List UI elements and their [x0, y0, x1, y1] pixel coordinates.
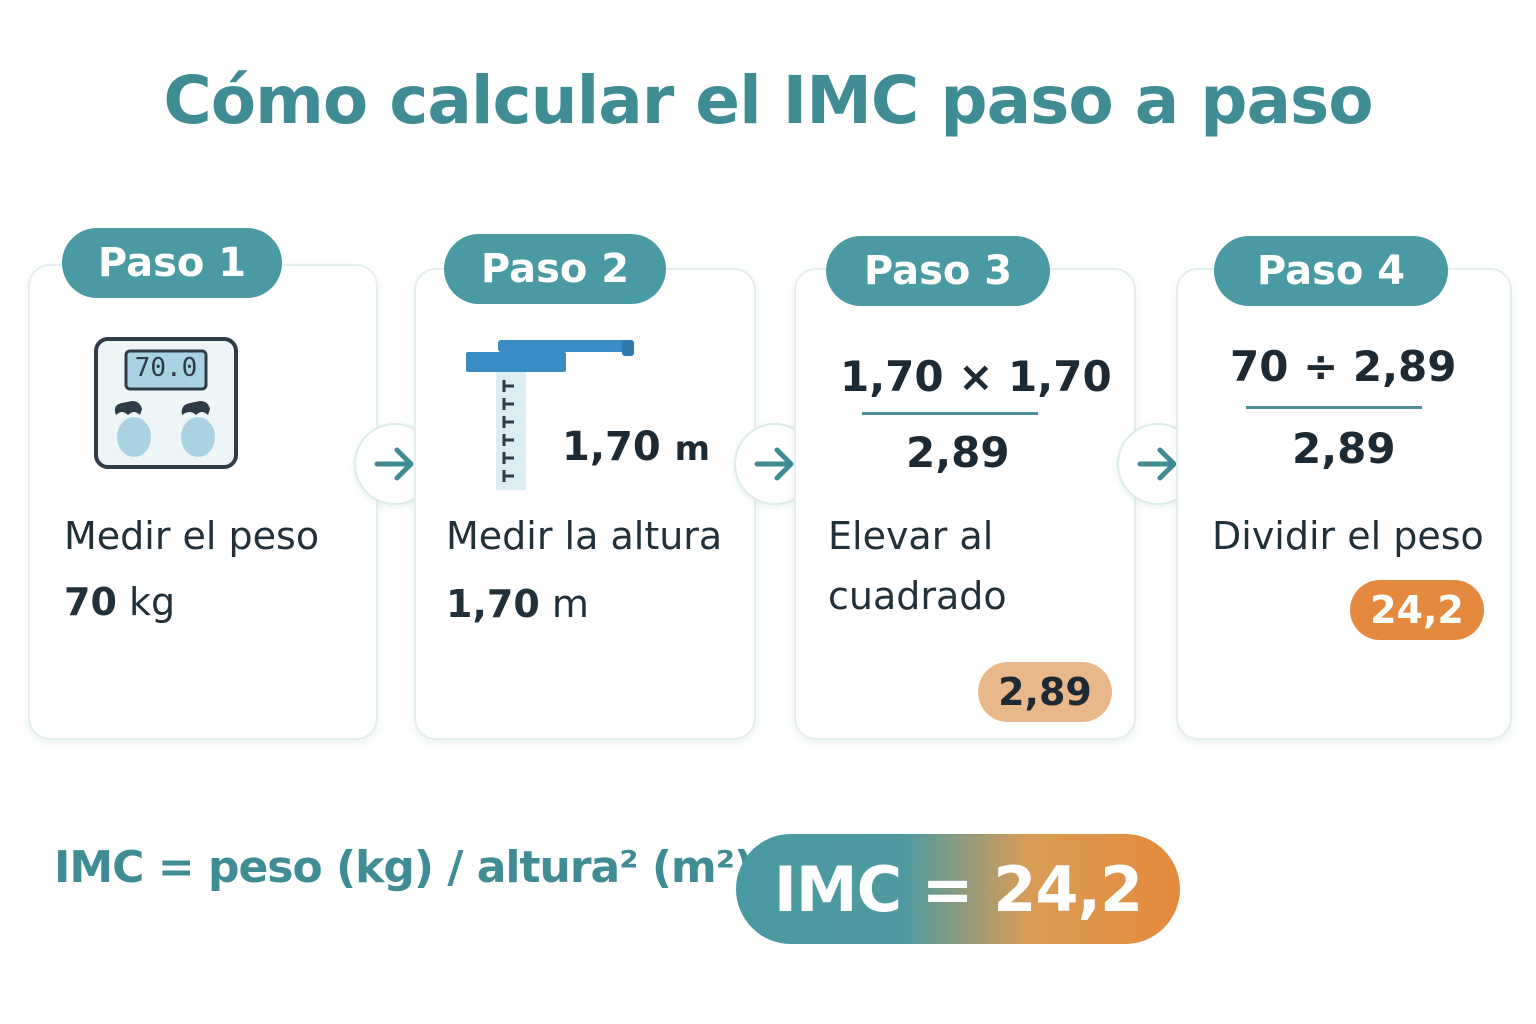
height-rod-reading: 1,70 m	[562, 424, 710, 470]
step-4-pill: Paso 4	[1214, 236, 1448, 306]
bmi-result-badge: IMC = 24,2	[736, 834, 1180, 944]
step-3-card	[794, 268, 1136, 740]
step-1-value-number: 70	[64, 580, 117, 624]
step-1-value: 70 kg	[64, 580, 175, 624]
step-1-value-unit: kg	[128, 580, 176, 624]
step-3-label-line1: Elevar al	[828, 514, 994, 558]
bmi-formula: IMC = peso (kg) / altura² (m²)	[54, 842, 754, 893]
step-4-label: Dividir el peso	[1212, 514, 1484, 558]
height-rod-icon: 1,70 m	[464, 336, 710, 496]
step-3-multiplication: 1,70 × 1,70	[840, 352, 1112, 401]
height-rod-number: 1,70	[562, 424, 661, 470]
step-3-result: 2,89	[906, 428, 1010, 477]
step-3-pill: Paso 3	[826, 236, 1050, 306]
step-3-badge: 2,89	[978, 662, 1112, 722]
step-2-pill: Paso 2	[444, 234, 666, 304]
step-1-card	[28, 264, 378, 740]
step-4-card	[1176, 268, 1512, 740]
step-1-pill: Paso 1	[62, 228, 282, 298]
step-4-denominator: 2,89	[1292, 424, 1396, 473]
scale-icon: 70.0	[94, 337, 238, 473]
step-2-value: 1,70 m	[446, 582, 589, 626]
scale-display-text: 70.0	[134, 353, 198, 383]
step-4-division: 70 ÷ 2,89	[1230, 342, 1457, 391]
step-4-badge: 24,2	[1350, 580, 1484, 640]
step-4-divider	[1246, 406, 1422, 409]
page-title: Cómo calcular el IMC paso a paso	[163, 62, 1373, 139]
height-rod-unit: m	[674, 429, 711, 469]
step-2-value-number: 1,70	[446, 582, 540, 626]
step-3-label-line2: cuadrado	[828, 574, 1007, 618]
step-2-label: Medir la altura	[446, 514, 723, 558]
step-1-label: Medir el peso	[64, 514, 320, 558]
step-3-divider	[862, 412, 1038, 415]
step-2-value-unit: m	[551, 582, 589, 626]
